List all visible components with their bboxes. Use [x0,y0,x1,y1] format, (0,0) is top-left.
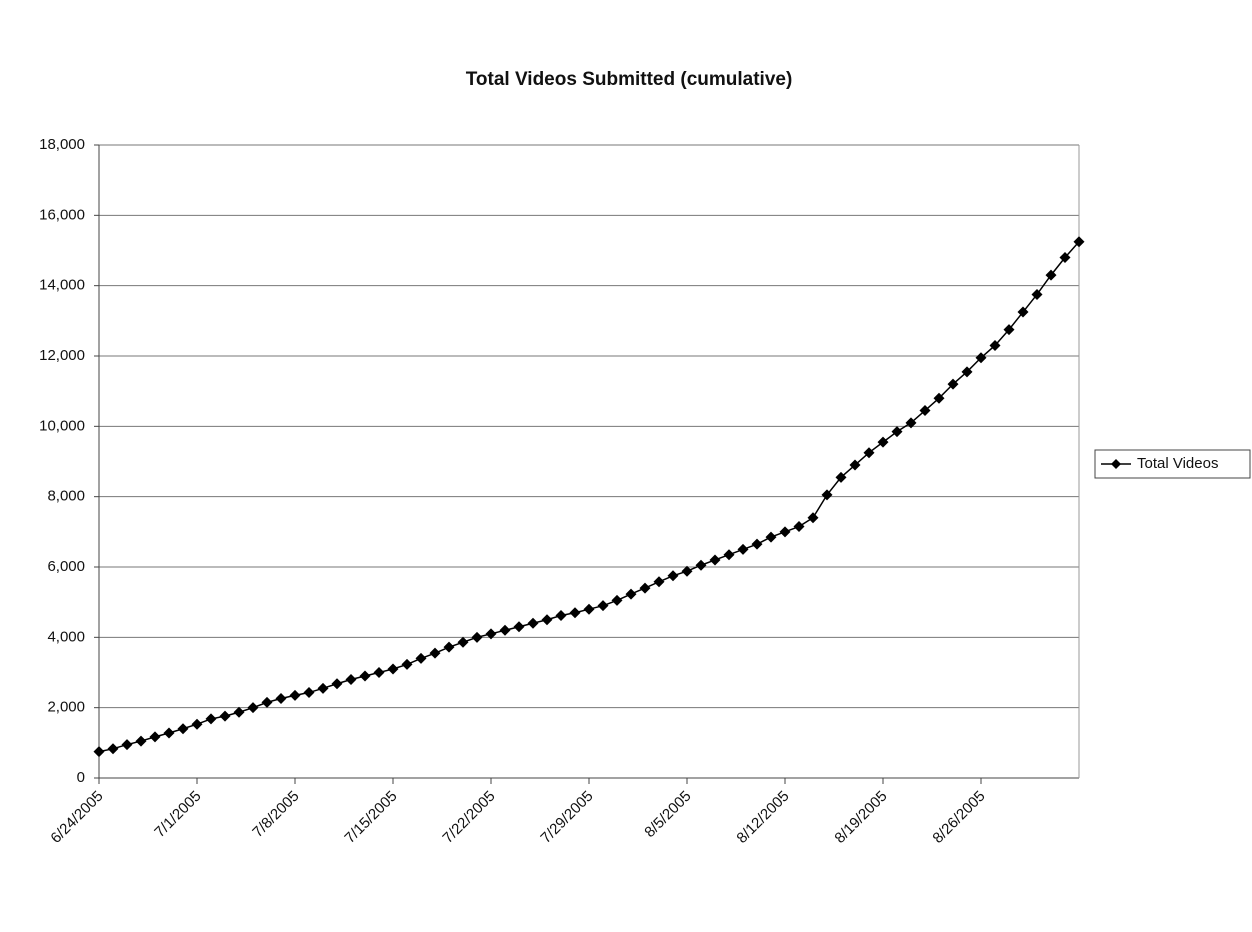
data-point [765,531,777,543]
y-tick-label: 14,000 [39,277,85,294]
data-point [905,417,917,429]
y-tick-label: 0 [77,769,85,786]
x-tick-label: 8/26/2005 [929,788,988,847]
y-tick-label: 12,000 [39,347,85,364]
data-point [373,667,385,678]
data-point [989,339,1001,351]
data-point [919,405,931,417]
data-point [471,631,483,643]
data-point [709,554,721,566]
data-point [121,739,133,751]
data-point [779,526,791,538]
data-point [191,718,203,730]
x-tick-label: 8/12/2005 [733,788,792,847]
y-tick-label: 2,000 [47,699,85,716]
data-point [737,543,749,555]
data-point [821,489,833,501]
data-point [457,636,469,648]
chart-title: Total Videos Submitted (cumulative) [466,69,793,90]
data-point [1031,288,1043,300]
data-point [135,735,147,747]
data-point [233,706,245,718]
data-point [429,647,441,659]
legend-label: Total Videos [1137,455,1218,472]
data-point [93,746,105,758]
data-point [247,702,259,714]
data-point [219,710,231,722]
data-point [639,582,651,594]
y-tick-label: 8,000 [47,488,85,505]
data-point [891,426,903,438]
data-point [667,570,679,582]
data-point [1045,269,1057,281]
data-point [541,614,553,626]
x-tick-label: 7/1/2005 [151,788,204,841]
data-point [723,549,735,561]
x-tick-label: 7/29/2005 [537,788,596,847]
x-tick-label: 7/8/2005 [249,788,302,841]
data-point [1059,252,1071,264]
data-point [877,436,889,448]
data-point [149,731,161,743]
data-point [933,392,945,404]
data-point [107,743,119,755]
data-point [653,576,665,588]
data-point [205,713,217,725]
data-point [975,352,987,364]
x-tick-label: 8/5/2005 [641,788,694,841]
data-point [611,594,623,606]
y-tick-label: 6,000 [47,558,85,575]
data-point [807,512,819,524]
data-point [583,603,595,615]
data-point [793,521,805,533]
y-tick-label: 18,000 [39,136,85,153]
data-point [1073,236,1085,248]
data-point [681,565,693,577]
x-tick-label: 7/22/2005 [439,788,498,847]
data-point [695,559,707,571]
data-point [849,459,861,471]
data-point [1017,306,1029,318]
data-point [303,687,315,699]
data-point [401,658,413,670]
x-tick-label: 8/19/2005 [831,788,890,847]
data-point [275,693,287,705]
y-tick-label: 16,000 [39,206,85,223]
data-point [331,678,343,690]
data-point [751,538,763,550]
data-point [485,628,497,640]
data-point [387,663,399,675]
y-tick-label: 10,000 [39,417,85,434]
data-point [835,471,847,483]
y-tick-label: 4,000 [47,628,85,645]
data-point [415,652,427,664]
data-point [863,447,875,459]
data-point [513,621,525,633]
data-point [569,607,581,619]
data-point [345,674,357,686]
data-point [947,378,959,390]
data-point [1003,324,1015,336]
data-point [359,670,371,682]
data-point [163,727,175,739]
data-point [317,682,329,694]
x-tick-label: 6/24/2005 [47,788,106,847]
data-point [961,366,973,378]
data-point [289,689,301,701]
data-point [443,641,455,653]
data-point [597,600,609,612]
x-tick-label: 7/15/2005 [341,788,400,847]
data-point [177,723,189,735]
data-point [499,624,511,636]
data-point [555,610,567,622]
data-point [625,588,637,600]
data-point [527,617,539,629]
legend-marker [1111,459,1121,469]
data-point [261,696,273,708]
